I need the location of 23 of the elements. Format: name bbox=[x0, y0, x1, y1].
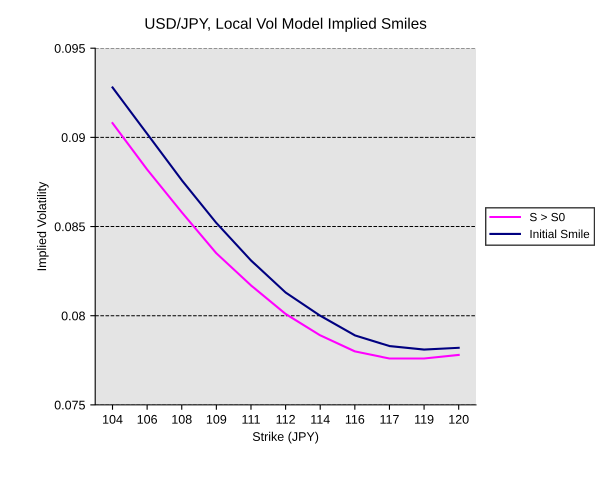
y-tick-label: 0.075 bbox=[54, 400, 85, 410]
line-series bbox=[111, 122, 460, 360]
x-tick-label: 108 bbox=[172, 414, 192, 424]
x-tick-label: 112 bbox=[276, 414, 295, 424]
x-tick-label: 120 bbox=[449, 414, 469, 424]
y-tick-label: 0.09 bbox=[62, 133, 85, 142]
x-tick-label: 104 bbox=[103, 414, 123, 424]
legend-label: Initial Smile bbox=[530, 229, 590, 238]
y-tick-label: 0.085 bbox=[54, 222, 85, 232]
x-tick-label: 114 bbox=[311, 415, 330, 424]
x-tick-label: 119 bbox=[415, 414, 434, 424]
x-tick-label: 111 bbox=[242, 415, 260, 424]
y-tick-label: 0.095 bbox=[54, 44, 85, 53]
y-axis-title: Implied Volatility bbox=[36, 182, 49, 270]
x-tick-label: 106 bbox=[138, 414, 158, 424]
legend-label: S > S0 bbox=[530, 212, 565, 222]
line-series bbox=[111, 86, 460, 351]
x-tick-label: 117 bbox=[380, 415, 399, 424]
x-tick-label: 116 bbox=[346, 414, 364, 424]
x-tick-label: 109 bbox=[206, 414, 226, 424]
chart-title: USD/JPY, Local Vol Model Implied Smiles bbox=[146, 18, 426, 32]
x-axis-title: Strike (JPY) bbox=[252, 432, 318, 444]
y-tick-label: 0.08 bbox=[62, 312, 85, 320]
